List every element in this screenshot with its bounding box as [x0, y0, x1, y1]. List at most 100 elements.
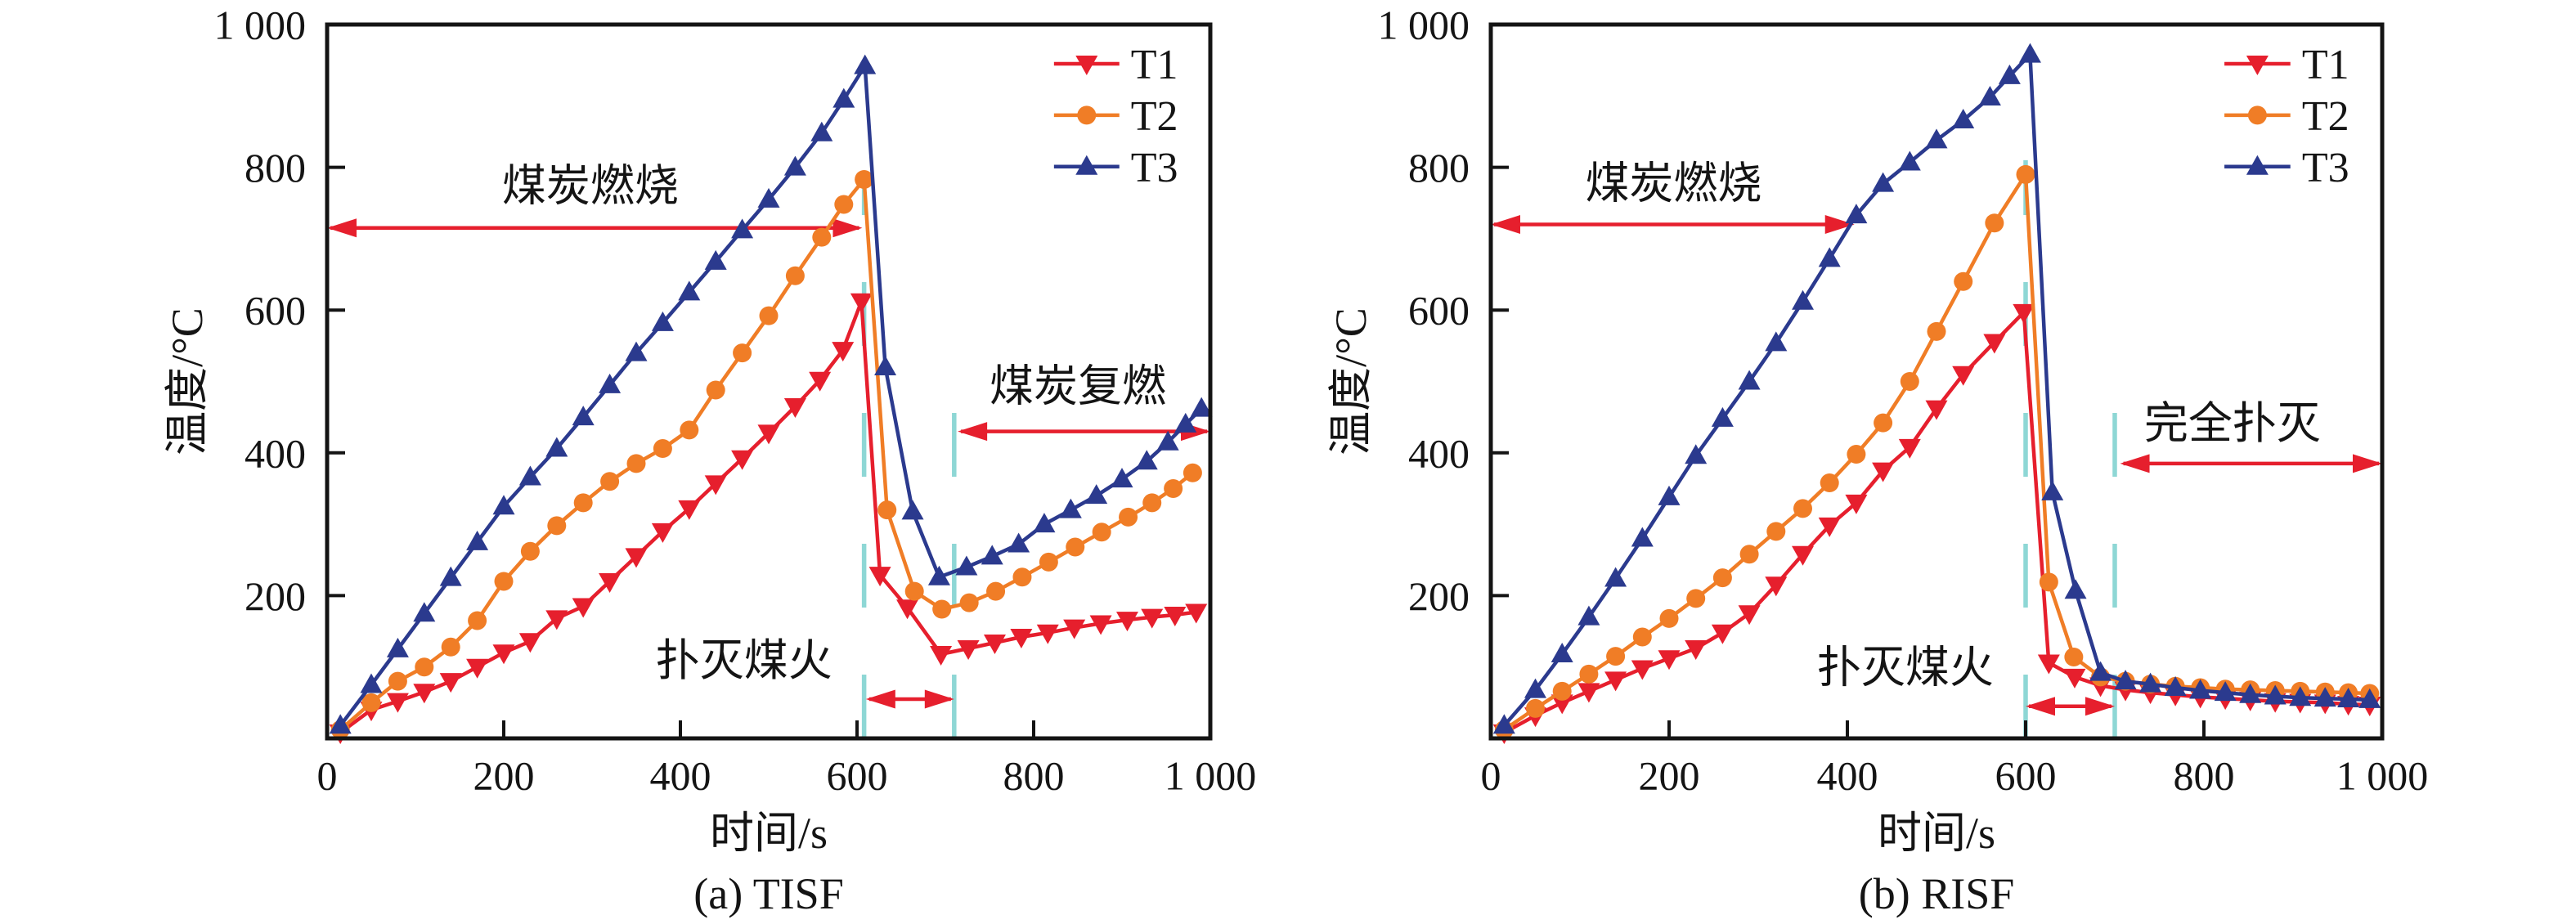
triangle-down-marker-icon [809, 371, 832, 392]
triangle-up-marker-icon [1925, 128, 1948, 149]
annotation-coal-burning: 煤炭燃烧 [1491, 159, 1855, 234]
annotation-label-extinguish-coal-fire: 扑灭煤火 [1817, 644, 1994, 693]
circle-marker-icon [626, 454, 646, 473]
triangle-down-marker-icon [2037, 654, 2060, 675]
triangle-down-marker-icon [1577, 683, 1600, 703]
circle-marker-icon [932, 599, 952, 619]
triangle-down-marker-icon [625, 548, 648, 568]
arrowhead-icon [1824, 214, 1855, 234]
triangle-up-marker-icon [1551, 642, 1573, 662]
legend-row-T2: T2 [1053, 93, 1178, 140]
circle-marker-icon [415, 657, 434, 677]
x-axis-title: 时间/s [710, 809, 828, 858]
triangle-up-marker-icon [1085, 484, 1108, 505]
x-tick-label: 1 000 [2336, 753, 2429, 799]
triangle-up-marker-icon [2337, 687, 2360, 707]
triangle-up-marker-icon [1492, 714, 1515, 734]
triangle-up-marker-icon [1738, 370, 1761, 390]
legend-row-T2: T2 [2224, 93, 2349, 140]
triangle-up-marker-icon [1818, 247, 1841, 267]
circle-marker-icon [1659, 608, 1679, 628]
circle-marker-icon [1954, 271, 1973, 291]
triangle-up-marker-icon [329, 714, 352, 734]
triangle-down-marker-icon [832, 342, 855, 362]
circle-marker-icon [361, 693, 381, 712]
triangle-down-marker-icon [1845, 494, 1868, 514]
series-T2-line [338, 177, 1195, 732]
triangle-down-marker-icon [1685, 640, 1708, 661]
triangle-up-marker-icon [2089, 661, 2112, 681]
triangle-down-marker-icon [1631, 660, 1654, 680]
annotation-extinguish-coal-fire: 扑灭煤火 [656, 636, 954, 709]
triangle-down-marker-icon [1711, 624, 1734, 644]
arrowhead-icon [832, 218, 863, 238]
triangle-up-marker-icon [1978, 86, 2001, 106]
triangle-up-marker-icon [1075, 155, 1098, 175]
x-tick-label: 200 [1639, 753, 1700, 799]
x-axis-title: 时间/s [1878, 809, 1995, 858]
triangle-up-marker-icon [2289, 686, 2312, 706]
circle-marker-icon [785, 266, 805, 285]
circle-marker-icon [877, 500, 897, 520]
triangle-up-marker-icon [1998, 64, 2021, 84]
triangle-up-marker-icon [2139, 672, 2162, 693]
series-T2-line [1502, 173, 2372, 732]
triangle-down-marker-icon [1010, 629, 1033, 649]
series-T3-markers [329, 54, 1213, 734]
x-tick-label: 400 [1817, 753, 1878, 799]
triangle-up-marker-icon [518, 465, 541, 486]
arrowhead-icon [2120, 454, 2150, 473]
triangle-up-marker-icon [2264, 684, 2287, 705]
triangle-down-marker-icon [545, 610, 568, 630]
circle-marker-icon [1039, 552, 1058, 572]
x-tick-label: 800 [1003, 753, 1065, 799]
circle-marker-icon [834, 195, 854, 214]
circle-marker-icon [1739, 545, 1759, 564]
legend-row-T1: T1 [1053, 42, 1178, 88]
circle-marker-icon [2016, 164, 2035, 184]
y-axis-title: 温度/°C [163, 307, 212, 455]
triangle-down-marker-icon [2063, 668, 2086, 689]
circle-marker-icon [653, 439, 672, 459]
triangle-down-marker-icon [1898, 438, 1921, 459]
triangle-down-marker-icon [1604, 671, 1627, 692]
circle-marker-icon [812, 227, 832, 247]
triangle-up-marker-icon [572, 406, 595, 426]
triangle-down-marker-icon [651, 523, 674, 543]
triangle-up-marker-icon [492, 495, 515, 515]
triangle-up-marker-icon [1190, 397, 1213, 417]
triangle-up-marker-icon [874, 356, 897, 376]
annotation-label-coal-burning: 煤炭燃烧 [502, 161, 679, 210]
triangle-up-marker-icon [2114, 670, 2137, 690]
triangle-down-marker-icon [572, 598, 595, 618]
triangle-up-marker-icon [2239, 683, 2262, 703]
triangle-down-marker-icon [983, 635, 1006, 655]
circle-marker-icon [733, 343, 752, 363]
triangle-down-marker-icon [1164, 606, 1187, 626]
triangle-down-marker-icon [1075, 56, 1098, 76]
triangle-down-marker-icon [704, 475, 727, 496]
triangle-up-marker-icon [2358, 688, 2381, 708]
triangle-up-marker-icon [1135, 450, 1158, 470]
triangle-down-marker-icon [1658, 650, 1681, 671]
y-tick-label: 600 [1408, 288, 1470, 334]
y-tick-label: 400 [1408, 430, 1470, 476]
triangle-down-marker-icon [466, 658, 489, 679]
triangle-up-marker-icon [678, 280, 701, 301]
triangle-up-marker-icon [1156, 430, 1179, 451]
triangle-down-marker-icon [2246, 56, 2269, 76]
triangle-up-marker-icon [386, 637, 409, 657]
triangle-up-marker-icon [704, 249, 727, 270]
circle-marker-icon [1579, 664, 1599, 684]
arrowhead-icon [865, 689, 895, 709]
y-axis-title: 温度/°C [1326, 307, 1376, 455]
circle-marker-icon [706, 380, 725, 400]
circle-marker-icon [1164, 478, 1183, 498]
triangle-up-marker-icon [2313, 687, 2336, 707]
arrowhead-icon [958, 422, 988, 442]
triangle-down-marker-icon [599, 572, 622, 593]
triangle-up-marker-icon [2164, 676, 2187, 697]
plot-frame [1488, 22, 2385, 741]
triangle-up-marker-icon [810, 121, 833, 141]
